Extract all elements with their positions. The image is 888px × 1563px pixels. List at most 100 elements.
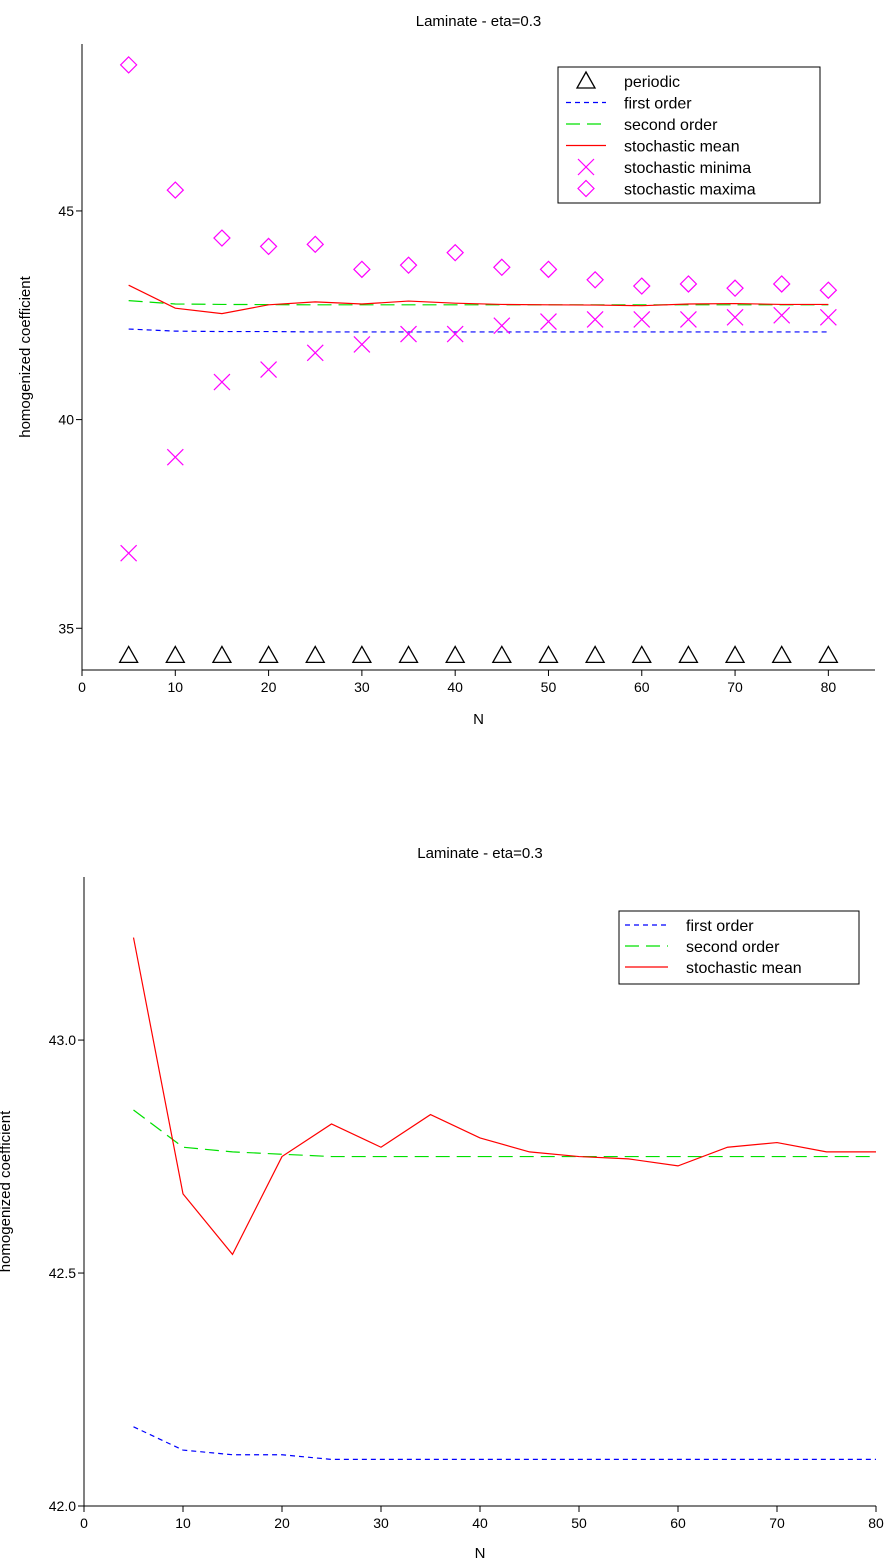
chart-0-series-stochastic-maxima-point [679, 275, 698, 293]
chart-0-series-stochastic-minima-point [400, 325, 417, 343]
chart-0-legend-item-stochastic-minima-swatch [577, 158, 595, 176]
chart-1-x-tick-label: 20 [274, 1515, 290, 1531]
chart-0-series-stochastic-minima-point [633, 311, 651, 328]
chart-bottom: Laminate - eta=0.3 0 10 20 30 40 50 60 70 80 42.0 4… [0, 845, 884, 1562]
chart-0-series-periodic-point [258, 645, 279, 664]
chart-0-y-tick-label: 40 [58, 412, 74, 428]
chart-0-series-stochastic-maxima [119, 56, 838, 300]
chart-0-series-periodic-point [678, 645, 699, 664]
chart-0-series-periodic-point [445, 645, 466, 664]
chart-0-series-stochastic-minima-point [679, 311, 697, 328]
chart-0-series-periodic-point [631, 645, 652, 664]
chart-1-x-tick-label: 0 [80, 1515, 88, 1531]
chart-0-legend-item-stochastic-maxima-label: stochastic maxima [624, 182, 756, 199]
chart-0-legend-item-stochastic-mean-label: stochastic mean [624, 139, 740, 156]
chart-1-x-tick-label: 80 [868, 1515, 884, 1531]
chart-0-series-stochastic-maxima-point [586, 270, 604, 289]
chart-0-series-stochastic-minima-point [446, 325, 464, 343]
chart-0-legend: periodic first order second order stochasti… [557, 66, 821, 204]
chart-0-series-stochastic-maxima-point [353, 260, 371, 279]
chart-0-y-axis-label: homogenized coefficient [17, 275, 34, 437]
chart-0-legend-box [557, 66, 821, 204]
chart-0-series-stochastic-maxima-point [446, 243, 465, 262]
chart-0-series-periodic-point [491, 645, 512, 664]
chart-0-series-second-order-line [128, 300, 829, 306]
chart-1-x-tick-label: 70 [769, 1515, 785, 1531]
chart-0-legend-item-stochastic-minima-label: stochastic minima [624, 160, 751, 177]
chart-0-series-periodic-point [398, 645, 419, 664]
chart-0-legend-item-periodic: periodic [575, 70, 680, 91]
chart-top: Laminate - eta=0.3 0 10 20 30 40 50 60 70 80 35 40 4… [17, 13, 875, 728]
chart-0-series-stochastic-minima-point [353, 336, 371, 353]
chart-0-legend-item-stochastic-maxima-swatch [577, 179, 595, 198]
chart-0-series-stochastic-minima-point [213, 373, 231, 391]
chart-0-series-stochastic-minima-point [260, 361, 278, 378]
chart-0-series-stochastic-minima-point [726, 308, 744, 326]
chart-1-series-stochastic-mean-line [132, 937, 876, 1256]
chart-0-series-stochastic-maxima-point [539, 260, 558, 279]
chart-0-x-tick-label: 70 [727, 679, 743, 695]
chart-0-series-stochastic-maxima-point [306, 235, 325, 254]
chart-0-series-periodic-point [818, 645, 839, 664]
chart-0-series-first-order-line [128, 328, 829, 333]
chart-0-title: Laminate - eta=0.3 [416, 13, 542, 30]
chart-0-x-tick-label: 50 [541, 679, 557, 695]
chart-0-series-stochastic-maxima-point [726, 279, 744, 297]
chart-0-series-stochastic-maxima-point [119, 56, 138, 74]
chart-0-series-stochastic-maxima-point [399, 256, 418, 275]
chart-0-series-stochastic-maxima-point [819, 281, 838, 300]
chart-0-series-stochastic-maxima-point [166, 181, 185, 199]
chart-1-legend-box [618, 910, 860, 985]
chart-0-series-stochastic-minima-point [120, 544, 138, 562]
chart-1-legend: first order second order stochastic mean [618, 910, 860, 985]
chart-0-y-tick-label: 35 [58, 620, 74, 636]
chart-0-series-stochastic-maxima-point [632, 277, 651, 295]
chart-1-y-tick-label: 42.5 [49, 1265, 76, 1281]
chart-0-x-tick-label: 80 [821, 679, 837, 695]
chart-1-x-tick-label: 50 [571, 1515, 587, 1531]
chart-1-legend-item-first-order-label: first order [686, 918, 754, 935]
chart-0-series-stochastic-minima [120, 306, 837, 562]
chart-1-y-tick-label: 43.0 [49, 1032, 76, 1048]
chart-0-series-stochastic-maxima-point [259, 237, 278, 256]
chart-0-series-periodic-point [211, 645, 233, 664]
chart-1-x-tick-label: 40 [472, 1515, 488, 1531]
chart-0-x-tick-label: 10 [168, 679, 184, 695]
chart-0-legend-item-stochastic-minima: stochastic minima [577, 158, 751, 177]
chart-1-x-tick-label: 60 [670, 1515, 686, 1531]
chart-0-series-stochastic-minima-point [306, 344, 324, 362]
chart-0-series-stochastic-minima-point [166, 448, 184, 466]
chart-0-legend-item-second-order: second order [566, 117, 718, 134]
chart-0-y-tick-label: 45 [58, 203, 74, 219]
chart-1-x-axis-label: N [475, 1545, 486, 1562]
chart-0-series-periodic-point [771, 645, 792, 664]
chart-0-series-stochastic-mean-line [128, 284, 829, 315]
chart-1-legend-item-stochastic-mean-label: stochastic mean [686, 960, 802, 977]
chart-0-series-periodic-point [538, 645, 559, 664]
chart-0-series-stochastic-maxima-point [772, 275, 791, 293]
chart-0-x-tick-label: 20 [261, 679, 277, 695]
chart-0-series-periodic-point [165, 645, 186, 664]
chart-0-series-stochastic-maxima-point [213, 229, 231, 247]
chart-0-legend-item-first-order-label: first order [624, 96, 692, 113]
chart-1-legend-item-stochastic-mean: stochastic mean [625, 960, 802, 977]
chart-0-series-stochastic-minima-point [819, 308, 837, 326]
chart-0-x-tick-label: 0 [78, 679, 86, 695]
chart-0-series-stochastic-maxima-point [492, 258, 511, 277]
chart-0-series-stochastic-minima-point [493, 317, 511, 335]
chart-1-y-axis-label: homogenized coefficient [0, 1110, 14, 1272]
chart-0-x-tick-label: 60 [634, 679, 650, 695]
chart-1-x-tick-label: 30 [373, 1515, 389, 1531]
chart-0-legend-item-periodic-label: periodic [624, 74, 680, 91]
chart-0-series-periodic-point [305, 645, 326, 664]
chart-0-series-stochastic-minima-point [540, 313, 557, 330]
chart-0-x-tick-label: 30 [354, 679, 370, 695]
chart-0-series-stochastic-minima-point [773, 306, 791, 324]
chart-1-series-second-order-line [133, 1109, 876, 1158]
chart-0-legend-item-second-order-label: second order [624, 117, 718, 134]
chart-0-series-periodic-point [118, 645, 139, 664]
chart-0-legend-item-periodic-swatch [575, 70, 597, 89]
chart-1-legend-item-second-order: second order [625, 939, 780, 956]
chart-1-title: Laminate - eta=0.3 [417, 845, 543, 862]
